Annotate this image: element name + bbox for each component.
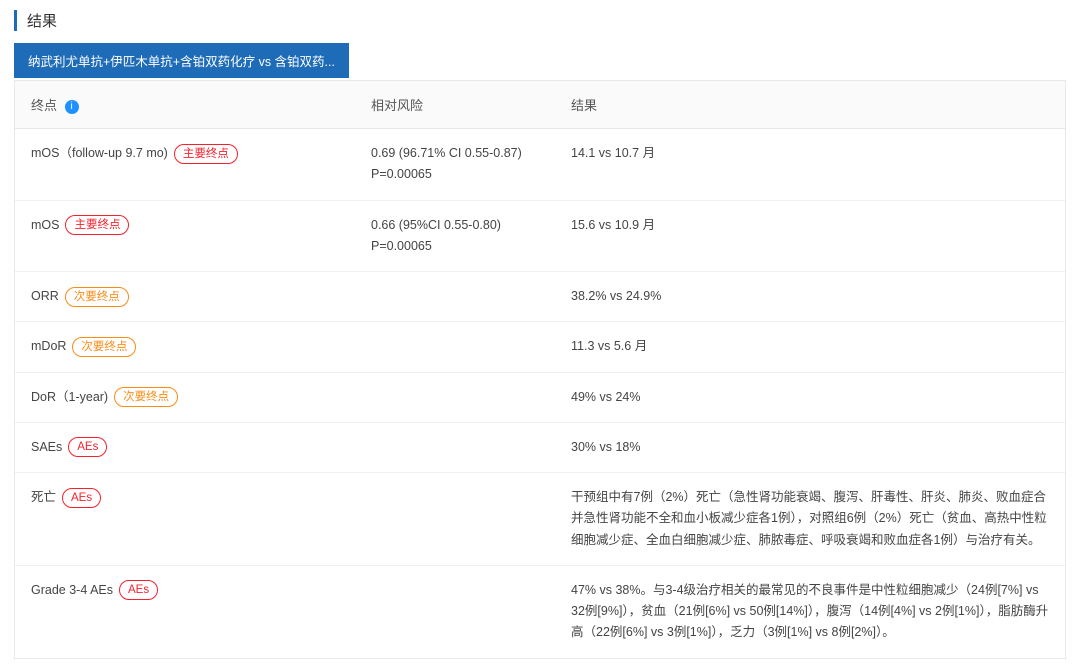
badge-ae: AEs (68, 437, 107, 457)
results-table-wrap: 终点 i 相对风险 结果 mOS（follow-up 9.7 mo) 主要终点 0.… (14, 80, 1066, 659)
col-header-risk: 相对风险 (355, 81, 555, 129)
table-row: mDoR 次要终点 11.3 vs 5.6 月 (15, 322, 1065, 372)
endpoint-label: SAEs (31, 440, 62, 454)
cell-risk (355, 473, 555, 566)
cell-risk: 0.69 (96.71% CI 0.55-0.87)P=0.00065 (355, 129, 555, 201)
cell-endpoint: mDoR 次要终点 (15, 322, 355, 372)
cell-risk (355, 322, 555, 372)
risk-pvalue: P=0.00065 (371, 236, 539, 257)
badge-secondary: 次要终点 (65, 287, 129, 307)
badge-secondary: 次要终点 (114, 387, 178, 407)
endpoint-label: mOS（follow-up 9.7 mo) (31, 146, 168, 160)
badge-ae: AEs (62, 488, 101, 508)
results-table: 终点 i 相对风险 结果 mOS（follow-up 9.7 mo) 主要终点 0.… (15, 81, 1065, 658)
risk-value: 0.69 (96.71% CI 0.55-0.87) (371, 143, 539, 164)
section-title: 结果 (14, 10, 1066, 31)
table-row: SAEs AEs 30% vs 18% (15, 422, 1065, 472)
badge-secondary: 次要终点 (72, 337, 136, 357)
cell-result: 14.1 vs 10.7 月 (555, 129, 1065, 201)
cell-result: 干预组中有7例（2%）死亡（急性肾功能衰竭、腹泻、肝毒性、肝炎、肺炎、败血症合并… (555, 473, 1065, 566)
cell-result: 38.2% vs 24.9% (555, 272, 1065, 322)
table-row: ORR 次要终点 38.2% vs 24.9% (15, 272, 1065, 322)
cell-result: 47% vs 38%。与3-4级治疗相关的最常见的不良事件是中性粒细胞减少（24… (555, 565, 1065, 657)
info-icon[interactable]: i (65, 100, 79, 114)
cell-result: 49% vs 24% (555, 372, 1065, 422)
endpoint-label: mOS (31, 218, 59, 232)
col-header-endpoint-label: 终点 (31, 98, 57, 113)
cell-risk (355, 272, 555, 322)
cell-result: 30% vs 18% (555, 422, 1065, 472)
table-row: 死亡 AEs 干预组中有7例（2%）死亡（急性肾功能衰竭、腹泻、肝毒性、肝炎、肺炎、… (15, 473, 1065, 566)
table-row: mOS（follow-up 9.7 mo) 主要终点 0.69 (96.71% CI… (15, 129, 1065, 201)
endpoint-label: mDoR (31, 339, 66, 353)
cell-endpoint: DoR（1-year) 次要终点 (15, 372, 355, 422)
cell-risk: 0.66 (95%CI 0.55-0.80)P=0.00065 (355, 200, 555, 272)
badge-ae: AEs (119, 580, 158, 600)
cell-result: 15.6 vs 10.9 月 (555, 200, 1065, 272)
cell-risk (355, 422, 555, 472)
badge-primary: 主要终点 (174, 144, 238, 164)
table-row: Grade 3-4 AEs AEs 47% vs 38%。与3-4级治疗相关的最常见… (15, 565, 1065, 657)
cell-endpoint: mOS（follow-up 9.7 mo) 主要终点 (15, 129, 355, 201)
col-header-endpoint: 终点 i (15, 81, 355, 129)
table-row: mOS主要终点0.66 (95%CI 0.55-0.80)P=0.0006515… (15, 200, 1065, 272)
endpoint-label: 死亡 (31, 490, 56, 504)
cell-endpoint: 死亡 AEs (15, 473, 355, 566)
cell-endpoint: mOS 主要终点 (15, 200, 355, 272)
cell-result: 11.3 vs 5.6 月 (555, 322, 1065, 372)
tab-bar: 纳武利尤单抗+伊匹木单抗+含铂双药化疗 vs 含铂双药... (14, 43, 1066, 78)
col-header-result: 结果 (555, 81, 1065, 129)
cell-endpoint: SAEs AEs (15, 422, 355, 472)
endpoint-label: ORR (31, 289, 59, 303)
badge-primary: 主要终点 (65, 215, 129, 235)
tab-comparison[interactable]: 纳武利尤单抗+伊匹木单抗+含铂双药化疗 vs 含铂双药... (14, 43, 349, 78)
endpoint-label: DoR（1-year) (31, 390, 108, 404)
cell-risk (355, 372, 555, 422)
cell-endpoint: Grade 3-4 AEs AEs (15, 565, 355, 657)
endpoint-label: Grade 3-4 AEs (31, 583, 113, 597)
risk-value: 0.66 (95%CI 0.55-0.80) (371, 215, 539, 236)
cell-risk (355, 565, 555, 657)
table-row: DoR（1-year) 次要终点 49% vs 24% (15, 372, 1065, 422)
risk-pvalue: P=0.00065 (371, 164, 539, 185)
cell-endpoint: ORR 次要终点 (15, 272, 355, 322)
